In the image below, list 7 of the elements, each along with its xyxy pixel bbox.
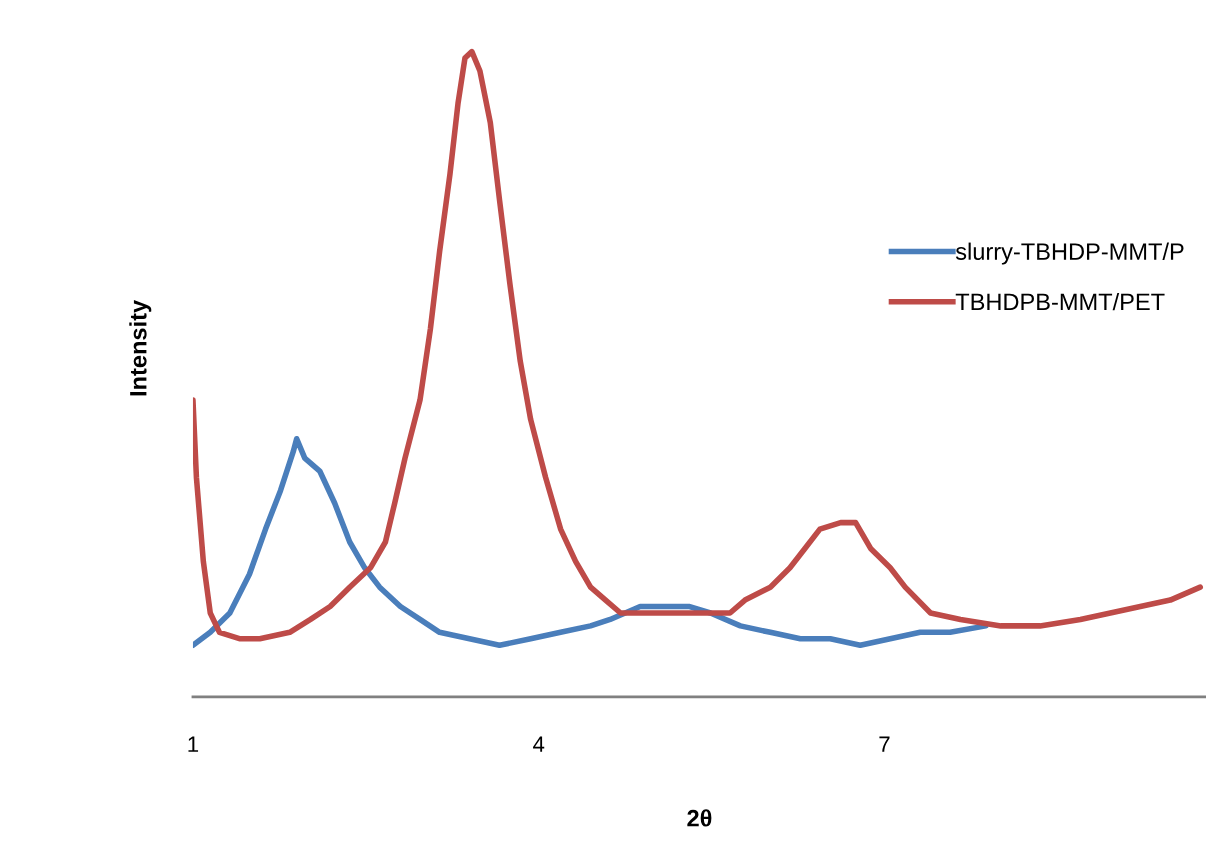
legend-label: slurry-TBHDP-MMT/P bbox=[955, 242, 1184, 265]
legend-label: TBHDPB-MMT/PET bbox=[955, 292, 1165, 311]
x-tick-label: 4 bbox=[533, 736, 545, 752]
x-axis-title: 2θ bbox=[687, 809, 712, 827]
x-tick-label: 7 bbox=[879, 736, 890, 752]
x-tick-label: 1 bbox=[188, 736, 199, 752]
y-axis-title: Intensity bbox=[129, 300, 152, 396]
